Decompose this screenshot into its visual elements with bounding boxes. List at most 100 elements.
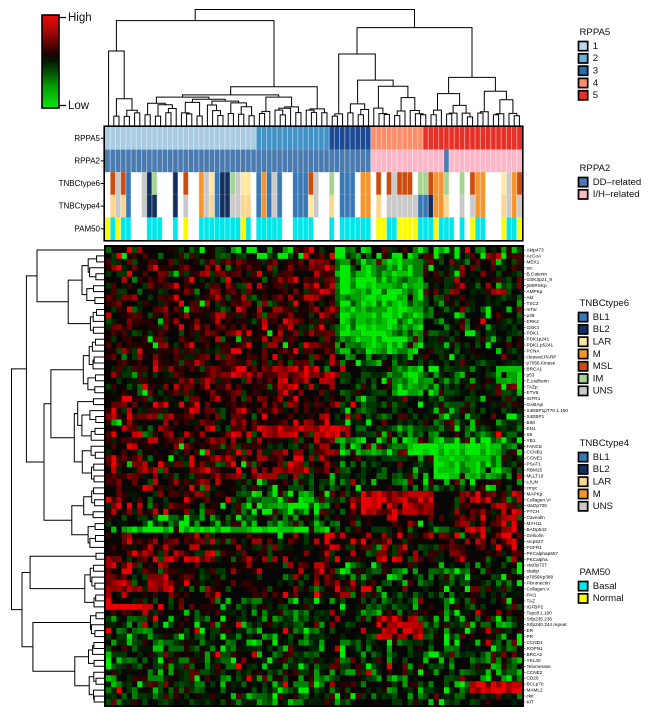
svg-text:CCNE1: CCNE1 bbox=[527, 456, 543, 461]
svg-text:MAPKp: MAPKp bbox=[527, 491, 543, 496]
svg-text:ERK2: ERK2 bbox=[527, 319, 540, 324]
svg-text:p90RSKp: p90RSKp bbox=[527, 283, 547, 288]
svg-text:PTCH: PTCH bbox=[527, 509, 540, 514]
svg-text:srcp527: srcp527 bbox=[527, 539, 544, 544]
svg-text:Srfp235.236: Srfp235.236 bbox=[527, 616, 553, 621]
svg-text:UNS: UNS bbox=[593, 501, 613, 512]
svg-text:ER: ER bbox=[527, 628, 534, 633]
svg-text:PDK1.p5241: PDK1.p5241 bbox=[527, 343, 554, 348]
svg-text:BRCA2: BRCA2 bbox=[527, 652, 543, 657]
svg-text:Aktp473: Aktp473 bbox=[527, 248, 545, 253]
svg-text:Srfp240.244.repeat: Srfp240.244.repeat bbox=[527, 622, 568, 627]
svg-text:Normal: Normal bbox=[593, 593, 624, 604]
svg-text:2: 2 bbox=[593, 53, 598, 64]
svg-text:Collagen.VI: Collagen.VI bbox=[527, 497, 551, 502]
svg-text:Gelsolin: Gelsolin bbox=[527, 533, 544, 538]
svg-text:PKCalpha: PKCalpha bbox=[527, 557, 549, 562]
svg-text:IGFR1: IGFR1 bbox=[527, 396, 541, 401]
svg-text:YB1: YB1 bbox=[527, 438, 536, 443]
svg-text:GSK3: GSK3 bbox=[527, 325, 540, 330]
svg-text:E.cadherin: E.cadherin bbox=[527, 378, 550, 383]
svg-text:MYH11: MYH11 bbox=[527, 521, 543, 526]
svg-text:BL1: BL1 bbox=[593, 452, 610, 463]
svg-text:M: M bbox=[593, 489, 601, 500]
svg-text:Low: Low bbox=[68, 100, 90, 112]
svg-text:Akt: Akt bbox=[527, 295, 534, 300]
svg-text:cJUN: cJUN bbox=[527, 479, 538, 484]
svg-text:FANCE: FANCE bbox=[527, 444, 543, 449]
svg-text:X4EBP1pT70.1.150: X4EBP1pT70.1.150 bbox=[527, 408, 569, 413]
svg-text:cmyc: cmyc bbox=[527, 485, 539, 490]
svg-text:GABApi: GABApi bbox=[527, 402, 544, 407]
svg-text:UNS: UNS bbox=[593, 386, 613, 397]
svg-text:MSL: MSL bbox=[593, 361, 613, 372]
svg-text:BADp542: BADp542 bbox=[527, 527, 547, 532]
svg-text:FGFR1: FGFR1 bbox=[527, 545, 543, 550]
svg-text:staOp727: staOp727 bbox=[527, 563, 548, 568]
svg-text:TSC2: TSC2 bbox=[527, 301, 539, 306]
svg-text:Telomerase: Telomerase bbox=[527, 664, 552, 669]
svg-text:AcCoA: AcCoA bbox=[527, 253, 542, 258]
svg-text:TAZ: TAZ bbox=[527, 598, 536, 603]
svg-text:ETV6: ETV6 bbox=[527, 390, 539, 395]
svg-text:CCNE2: CCNE2 bbox=[527, 670, 543, 675]
svg-text:Fibronectin: Fibronectin bbox=[527, 581, 551, 586]
svg-text:KIT: KIT bbox=[527, 700, 534, 705]
svg-text:5: 5 bbox=[593, 90, 598, 101]
svg-text:CD20: CD20 bbox=[527, 676, 539, 681]
svg-text:RPPA5: RPPA5 bbox=[74, 134, 100, 143]
svg-text:TAZp: TAZp bbox=[527, 384, 539, 389]
svg-text:p7056.Kinase: p7056.Kinase bbox=[527, 361, 556, 366]
svg-text:RBM15: RBM15 bbox=[527, 468, 543, 473]
svg-text:BL2: BL2 bbox=[593, 464, 610, 475]
svg-text:YKL40: YKL40 bbox=[527, 658, 541, 663]
svg-text:staOp705: staOp705 bbox=[527, 503, 548, 508]
svg-text:AMPKp: AMPKp bbox=[527, 289, 543, 294]
svg-text:PDK1p241: PDK1p241 bbox=[527, 337, 550, 342]
svg-text:cleaved.PARP: cleaved.PARP bbox=[527, 355, 557, 360]
svg-text:BL1: BL1 bbox=[593, 312, 610, 323]
svg-text:ROPN1: ROPN1 bbox=[527, 646, 544, 651]
svg-text:PAI1: PAI1 bbox=[527, 593, 537, 598]
svg-text:S6: S6 bbox=[527, 432, 533, 437]
svg-text:TNBCtype4: TNBCtype4 bbox=[580, 438, 630, 449]
svg-text:MEK1: MEK1 bbox=[527, 259, 540, 264]
svg-text:Collagen.V: Collagen.V bbox=[527, 587, 551, 592]
svg-text:RPPA2: RPPA2 bbox=[74, 157, 100, 166]
svg-text:EN1: EN1 bbox=[527, 426, 537, 431]
svg-text:TNBCtype4: TNBCtype4 bbox=[59, 202, 101, 211]
svg-text:p7056Kp389: p7056Kp389 bbox=[527, 575, 554, 580]
svg-text:LAR: LAR bbox=[593, 477, 612, 488]
svg-text:High: High bbox=[68, 12, 92, 24]
svg-text:PSAT1: PSAT1 bbox=[527, 462, 542, 467]
svg-text:p38: p38 bbox=[527, 313, 535, 318]
svg-text:CCND1: CCND1 bbox=[527, 640, 544, 645]
svg-text:stattip: stattip bbox=[527, 569, 540, 574]
svg-text:BCLp70: BCLp70 bbox=[527, 682, 544, 687]
svg-text:3: 3 bbox=[593, 66, 598, 77]
svg-text:BL2: BL2 bbox=[593, 324, 610, 335]
svg-text:MLLT10: MLLT10 bbox=[527, 474, 544, 479]
svg-text:1: 1 bbox=[593, 41, 598, 52]
svg-text:B.Catenin: B.Catenin bbox=[527, 271, 548, 276]
svg-text:ckit: ckit bbox=[527, 694, 535, 699]
svg-text:GSK3p21_9: GSK3p21_9 bbox=[527, 277, 553, 282]
svg-text:PKCalphap657: PKCalphap657 bbox=[527, 551, 559, 556]
svg-text:mTor: mTor bbox=[527, 307, 538, 312]
svg-text:BRCA1: BRCA1 bbox=[527, 366, 543, 371]
svg-text:PR: PR bbox=[527, 634, 534, 639]
svg-text:PDK1: PDK1 bbox=[527, 331, 540, 336]
svg-text:RPPA2: RPPA2 bbox=[580, 163, 611, 174]
svg-text:I/H–related: I/H–related bbox=[593, 189, 640, 200]
svg-text:src: src bbox=[527, 265, 534, 270]
svg-text:PAM50: PAM50 bbox=[580, 567, 611, 578]
svg-text:4: 4 bbox=[593, 78, 599, 89]
svg-text:IGFBP2: IGFBP2 bbox=[527, 604, 544, 609]
svg-text:RPPA5: RPPA5 bbox=[580, 27, 611, 38]
svg-text:Topoll.1.100: Topoll.1.100 bbox=[527, 610, 553, 615]
svg-text:TNBCtype6: TNBCtype6 bbox=[59, 179, 101, 188]
svg-text:M: M bbox=[593, 349, 601, 360]
svg-text:p53: p53 bbox=[527, 372, 535, 377]
svg-text:Basal: Basal bbox=[593, 581, 617, 592]
svg-text:CCNB1: CCNB1 bbox=[527, 450, 543, 455]
